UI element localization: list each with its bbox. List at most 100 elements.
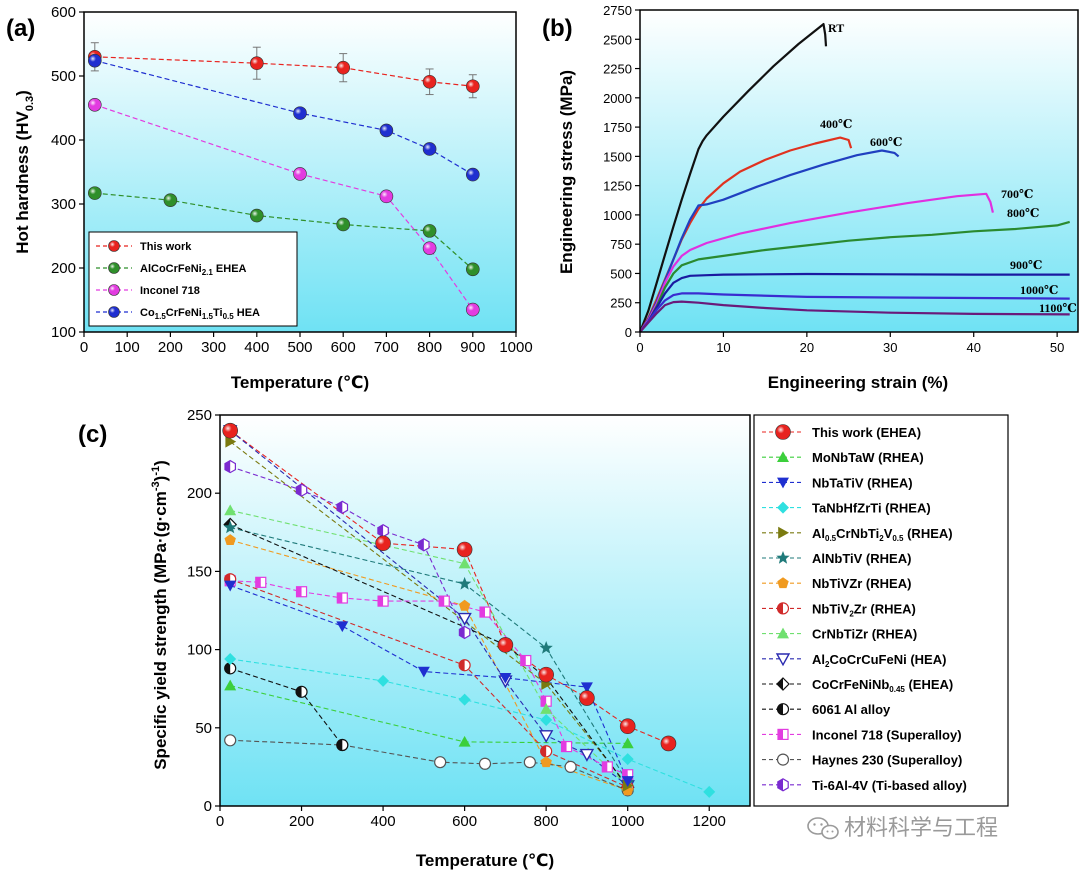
- panel-b-ylabel: Engineering stress (MPa): [557, 70, 576, 274]
- data-point: [457, 612, 472, 626]
- data-point: [541, 696, 547, 707]
- data-point-highlight: [423, 224, 437, 238]
- data-point-highlight: [88, 98, 102, 112]
- x-tick-label: 200: [158, 339, 183, 356]
- data-point: [458, 693, 471, 706]
- panel-c-axes: 0 200 400 600 800 1000 1200 0 50 100 150 200 250: [187, 407, 726, 830]
- y-tick-label: 500: [51, 68, 76, 85]
- data-point-highlight: [579, 690, 595, 706]
- data-point-highlight: [108, 284, 120, 296]
- legend-label: Al0.5CrNbTi2V0.5 (RHEA): [812, 526, 953, 543]
- data-point: [621, 737, 634, 749]
- data-point: [540, 703, 553, 714]
- legend-label: This work (EHEA): [812, 425, 921, 440]
- panel-c-frame: [219, 414, 751, 807]
- data-point: [561, 741, 567, 752]
- panel-b-label: (b): [542, 15, 573, 42]
- data-point: [337, 501, 343, 514]
- panel-a-label: (a): [6, 15, 35, 42]
- data-point: [778, 526, 789, 539]
- data-point-highlight: [423, 241, 437, 255]
- panel-a-xlabel: Temperature (℃): [231, 373, 369, 392]
- data-point-highlight: [775, 424, 791, 440]
- curve-label: 900℃: [1010, 258, 1042, 272]
- data-point-highlight: [293, 106, 307, 120]
- curve-label: RT: [828, 21, 844, 35]
- data-point: [377, 524, 384, 537]
- y-tick-label: 150: [187, 563, 212, 580]
- y-tick-label: 100: [51, 324, 76, 341]
- data-point: [458, 576, 472, 590]
- panel-c-series: [222, 422, 716, 798]
- data-point-highlight: [660, 735, 676, 751]
- y-tick-label: 50: [195, 720, 212, 737]
- curve-label: 600℃: [870, 135, 902, 149]
- x-tick-label: 1000: [499, 339, 532, 356]
- data-point: [777, 602, 783, 614]
- x-tick-label: 600: [452, 813, 477, 830]
- stress-strain-curve: [639, 300, 1070, 333]
- legend-label: Inconel 718 (Superalloy): [812, 727, 962, 742]
- data-point: [434, 756, 447, 769]
- legend-label: AlNbTiV (RHEA): [812, 551, 911, 566]
- data-point-highlight: [375, 535, 391, 551]
- data-point: [296, 586, 302, 597]
- y-tick-label: 1250: [603, 179, 632, 194]
- data-point: [224, 652, 237, 665]
- y-tick-label: 250: [610, 296, 632, 311]
- panel-c-label: (c): [78, 421, 107, 448]
- panel-c-xlabel: Temperature (℃): [416, 851, 554, 870]
- data-point: [224, 734, 237, 747]
- wechat-icon: [807, 817, 839, 840]
- y-tick-label: 200: [187, 485, 212, 502]
- legend-label: NbTiVZr (RHEA): [812, 576, 911, 591]
- data-point: [458, 557, 471, 569]
- x-tick-label: 700: [374, 339, 399, 356]
- panel-b-frame: [639, 9, 1079, 333]
- y-tick-label: 300: [51, 196, 76, 213]
- data-point: [564, 760, 577, 774]
- y-tick-label: 2000: [603, 91, 632, 106]
- data-point-highlight: [538, 667, 554, 683]
- data-point: [480, 607, 485, 618]
- panel-c-legend: This work (EHEA) MoNbTaW (RHEA) NbTaTiV (R…: [762, 424, 967, 793]
- data-point: [224, 460, 231, 473]
- legend-label: Co1.5CrFeNi1.5Ti0.5 HEA: [140, 307, 260, 321]
- y-tick-label: 1750: [603, 120, 632, 135]
- x-tick-label: 0: [636, 340, 643, 355]
- data-point-highlight: [250, 56, 264, 70]
- data-point-highlight: [620, 718, 636, 734]
- stress-strain-curve: [639, 292, 1070, 333]
- y-tick-label: 1000: [603, 208, 632, 223]
- panel-a-ylabel: Hot hardness (HV0.3): [13, 90, 36, 254]
- data-point-highlight: [466, 79, 480, 93]
- data-point: [224, 504, 237, 516]
- legend-label: 6061 Al alloy: [812, 702, 891, 717]
- panel-a-axes: 0 100 200 300 400 500 600 700 800 900 100010020030…: [51, 4, 533, 356]
- data-point: [539, 641, 553, 654]
- data-point-highlight: [423, 75, 437, 89]
- data-point: [777, 501, 789, 514]
- legend-label: Inconel 718: [140, 285, 200, 297]
- stress-strain-curve: [638, 23, 828, 333]
- data-point: [538, 730, 554, 744]
- x-tick-label: 1000: [611, 813, 644, 830]
- data-point: [776, 551, 790, 564]
- legend-label: CoCrFeNiNb0.45 (EHEA): [812, 677, 953, 694]
- y-tick-label: 2750: [603, 3, 632, 18]
- data-point: [778, 729, 783, 740]
- panel-c-specific-yield-strength: 0 200 400 600 800 1000 1200 0 50 100 150 200 250 Thi…: [78, 407, 1009, 870]
- watermark-text: 材料科学与工程: [844, 815, 998, 840]
- panel-a-hot-hardness: 0 100 200 300 400 500 600 700 800 900 100010020030…: [6, 4, 533, 392]
- data-point: [621, 753, 634, 766]
- data-point: [777, 627, 789, 639]
- data-point: [458, 599, 471, 611]
- data-point: [540, 745, 547, 757]
- data-point: [776, 753, 790, 766]
- y-tick-label: 250: [187, 407, 212, 424]
- data-point: [777, 477, 789, 489]
- data-point-highlight: [222, 423, 238, 439]
- data-point: [458, 735, 471, 747]
- x-tick-label: 40: [966, 340, 980, 355]
